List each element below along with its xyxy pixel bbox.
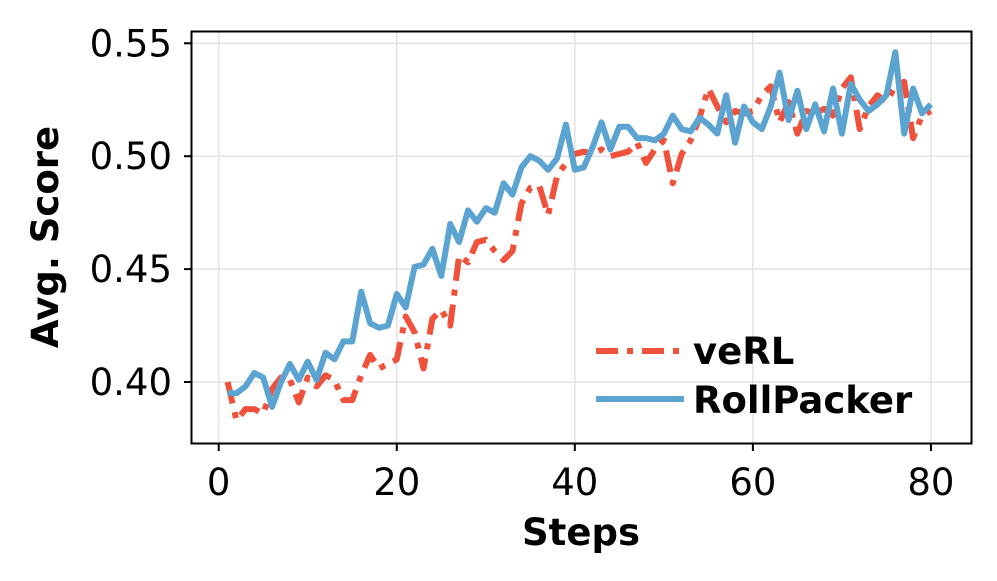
- y-axis-ticks: 0.40 0.45 0.50 0.55: [90, 22, 192, 404]
- legend: veRL RollPacker: [596, 330, 913, 422]
- x-tick-label: 60: [729, 461, 776, 504]
- y-tick-label: 0.45: [90, 248, 172, 291]
- y-tick-label: 0.40: [90, 361, 172, 404]
- y-tick-label: 0.55: [90, 22, 172, 65]
- x-tick-label: 0: [207, 461, 231, 504]
- plot-frame: [190, 30, 973, 445]
- x-tick-label: 20: [373, 461, 420, 504]
- series-layer: [224, 49, 934, 424]
- x-axis-ticks: 0 20 40 60 80: [207, 443, 954, 504]
- series-line-verl: [224, 74, 933, 424]
- x-axis-title: Steps: [522, 511, 640, 554]
- x-tick-label: 40: [551, 461, 598, 504]
- y-axis-title: Avg. Score: [24, 126, 67, 348]
- y-tick-label: 0.50: [90, 135, 172, 178]
- series-line-rollpacker: [227, 49, 934, 410]
- legend-label-rollpacker: RollPacker: [693, 379, 913, 422]
- legend-label-verl: veRL: [693, 330, 794, 373]
- x-tick-label: 80: [907, 461, 954, 504]
